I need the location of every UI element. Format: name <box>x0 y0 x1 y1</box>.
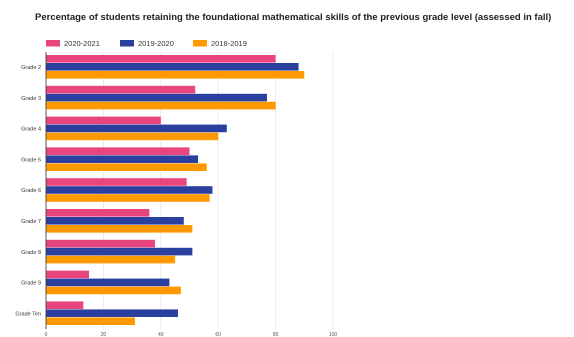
bar-grade-9-2020-2021 <box>46 270 90 279</box>
legend: 2020-2021 2019-2020 2018-2019 <box>46 39 247 48</box>
x-tick-label-40: 40 <box>158 332 164 337</box>
legend-swatch-2018-2019 <box>193 40 207 47</box>
bar-grade-3-2019-2020 <box>46 93 267 102</box>
category-label-grade-4: Grade 4 <box>21 127 41 133</box>
x-tick-label-100: 100 <box>329 332 338 337</box>
bar-grade-8-2020-2021 <box>46 239 156 248</box>
bar-grade-8-2018-2019 <box>46 255 176 264</box>
bar-grade-2-2019-2020 <box>46 63 299 71</box>
bar-grade-6-2018-2019 <box>46 194 210 202</box>
bars <box>46 55 305 325</box>
bar-grade-9-2019-2020 <box>46 278 170 287</box>
category-label-grade-ten: Grade Ten <box>15 311 41 317</box>
bar-grade-ten-2018-2019 <box>46 317 135 325</box>
bar-grade-4-2018-2019 <box>46 132 219 141</box>
bar-grade-4-2020-2021 <box>46 116 161 125</box>
bar-grade-5-2020-2021 <box>46 147 190 155</box>
bar-grade-6-2020-2021 <box>46 178 187 186</box>
category-label-grade-3: Grade 3 <box>21 96 41 102</box>
legend-label-2020-2021: 2020-2021 <box>64 39 100 48</box>
bar-grade-5-2019-2020 <box>46 155 199 163</box>
legend-label-2019-2020: 2019-2020 <box>138 39 174 48</box>
x-tick-labels: 0 20 40 60 80 100 <box>45 332 338 337</box>
bar-grade-ten-2019-2020 <box>46 309 179 317</box>
bar-grade-7-2018-2019 <box>46 225 193 233</box>
chart-title: Percentage of students retaining the fou… <box>35 12 551 23</box>
bar-grade-7-2019-2020 <box>46 217 184 225</box>
bar-grade-7-2020-2021 <box>46 209 150 217</box>
bar-grade-6-2019-2020 <box>46 186 213 194</box>
bar-grade-2-2018-2019 <box>46 71 305 79</box>
x-tick-label-80: 80 <box>273 332 279 337</box>
bar-grade-8-2019-2020 <box>46 247 193 256</box>
legend-swatch-2020-2021 <box>46 40 60 47</box>
x-tick-label-60: 60 <box>215 332 221 337</box>
category-labels: Grade 2 Grade 3 Grade 4 Grade 5 Grade 6 Grade… <box>15 65 41 317</box>
bar-grade-3-2018-2019 <box>46 101 276 110</box>
bar-grade-9-2018-2019 <box>46 286 181 295</box>
legend-swatch-2019-2020 <box>120 40 134 47</box>
category-label-grade-5: Grade 5 <box>21 157 41 163</box>
bar-grade-2-2020-2021 <box>46 55 276 63</box>
x-tick-label-0: 0 <box>45 332 48 337</box>
bar-grade-3-2020-2021 <box>46 85 196 94</box>
bar-grade-5-2018-2019 <box>46 163 207 171</box>
bar-grade-ten-2020-2021 <box>46 301 84 309</box>
x-tick-label-20: 20 <box>101 332 107 337</box>
legend-label-2018-2019: 2018-2019 <box>211 39 247 48</box>
category-label-grade-8: Grade 8 <box>21 250 41 256</box>
category-label-grade-6: Grade 6 <box>21 188 41 194</box>
bar-grade-4-2019-2020 <box>46 124 227 133</box>
category-label-grade-9: Grade 9 <box>21 281 41 287</box>
category-label-grade-7: Grade 7 <box>21 219 41 225</box>
category-label-grade-2: Grade 2 <box>21 65 41 71</box>
